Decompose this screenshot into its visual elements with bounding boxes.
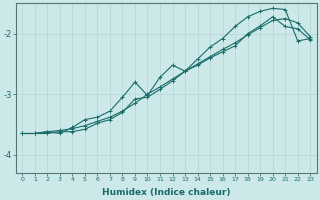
X-axis label: Humidex (Indice chaleur): Humidex (Indice chaleur) (102, 188, 230, 197)
